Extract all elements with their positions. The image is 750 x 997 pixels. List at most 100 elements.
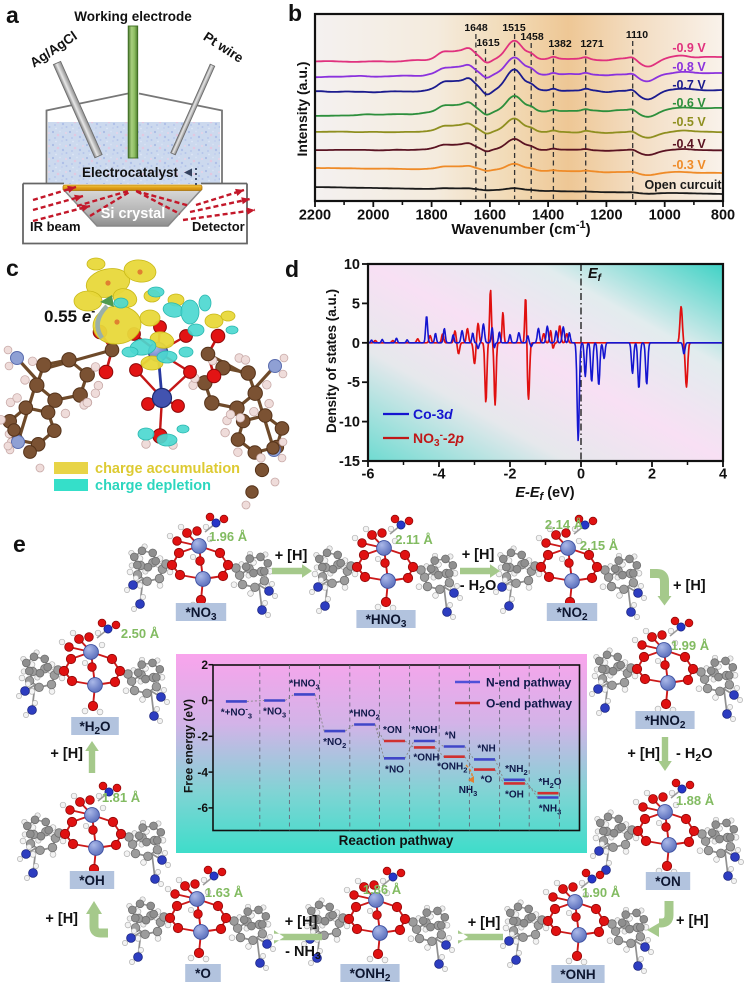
svg-text:2.50 Å: 2.50 Å bbox=[121, 626, 160, 641]
svg-text:4: 4 bbox=[719, 467, 727, 483]
svg-text:Ag/AgCl: Ag/AgCl bbox=[27, 28, 80, 70]
svg-text:0: 0 bbox=[577, 467, 585, 483]
svg-text:2200: 2200 bbox=[299, 208, 331, 224]
svg-text:E-Ef (eV): E-Ef (eV) bbox=[515, 485, 574, 503]
svg-text:e: e bbox=[13, 531, 26, 557]
svg-text:1600: 1600 bbox=[474, 208, 506, 224]
svg-text:*NO: *NO bbox=[385, 764, 404, 775]
svg-text:2000: 2000 bbox=[357, 208, 389, 224]
svg-text:*NH2: *NH2 bbox=[505, 764, 528, 777]
svg-text:2.14 Å: 2.14 Å bbox=[545, 517, 584, 532]
svg-text:*NO3: *NO3 bbox=[263, 707, 286, 720]
svg-text:Co-3d: Co-3d bbox=[413, 406, 453, 422]
svg-text:1515: 1515 bbox=[502, 22, 526, 34]
svg-text:NH3: NH3 bbox=[459, 785, 478, 798]
svg-text:-10: -10 bbox=[339, 415, 360, 431]
svg-text:Si crystal: Si crystal bbox=[101, 206, 166, 222]
svg-text:Intensity (a.u.): Intensity (a.u.) bbox=[294, 62, 310, 157]
svg-text:+ [H]: + [H] bbox=[627, 746, 660, 762]
svg-text:-6: -6 bbox=[197, 801, 208, 815]
svg-text:+ [H]: + [H] bbox=[50, 746, 83, 762]
svg-text:-0.3 V: -0.3 V bbox=[672, 158, 706, 172]
svg-text:b: b bbox=[288, 0, 302, 26]
svg-text:Wavenumber (cm-1): Wavenumber (cm-1) bbox=[451, 219, 590, 238]
svg-text:2.11 Å: 2.11 Å bbox=[395, 532, 433, 547]
svg-text:+ [H]: + [H] bbox=[462, 547, 495, 563]
svg-text:-4: -4 bbox=[197, 765, 208, 779]
svg-text:*ONH: *ONH bbox=[560, 967, 595, 982]
svg-text:1110: 1110 bbox=[626, 29, 648, 41]
svg-text:1.81 Å: 1.81 Å bbox=[102, 790, 141, 805]
svg-text:0: 0 bbox=[352, 336, 360, 352]
svg-text:-6: -6 bbox=[362, 467, 375, 483]
svg-text:Open curcuit: Open curcuit bbox=[644, 178, 722, 192]
svg-text:IR beam: IR beam bbox=[30, 219, 81, 234]
svg-text:*N: *N bbox=[445, 731, 456, 742]
svg-text:*OH: *OH bbox=[505, 789, 524, 800]
svg-text:*OH: *OH bbox=[79, 873, 105, 888]
svg-text:*H2O: *H2O bbox=[538, 777, 561, 790]
svg-text:1.63 Å: 1.63 Å bbox=[205, 885, 244, 900]
svg-text:-2: -2 bbox=[197, 730, 208, 744]
svg-text:0.55 e-: 0.55 e- bbox=[44, 304, 95, 326]
svg-text:1.99 Å: 1.99 Å bbox=[671, 638, 710, 653]
svg-text:*H2O: *H2O bbox=[79, 719, 110, 737]
svg-text:*ONH: *ONH bbox=[413, 752, 439, 763]
svg-text:- H2O: - H2O bbox=[676, 746, 712, 764]
svg-text:-0.9 V: -0.9 V bbox=[672, 41, 706, 55]
svg-text:-15: -15 bbox=[339, 454, 360, 470]
svg-text:*HNO2: *HNO2 bbox=[645, 713, 686, 731]
svg-text:*NO3: *NO3 bbox=[185, 605, 217, 623]
svg-text:Free energy (eV): Free energy (eV) bbox=[182, 699, 196, 793]
svg-text:O-end pathway: O-end pathway bbox=[486, 697, 572, 711]
svg-text:1.88 Å: 1.88 Å bbox=[676, 793, 715, 808]
svg-text:-5: -5 bbox=[347, 375, 360, 391]
svg-text:+ [H]: + [H] bbox=[285, 914, 318, 930]
svg-text:1.90 Å: 1.90 Å bbox=[582, 885, 621, 900]
svg-text:1400: 1400 bbox=[532, 208, 564, 224]
svg-text:+ [H]: + [H] bbox=[45, 911, 78, 927]
svg-text:5: 5 bbox=[352, 296, 360, 312]
svg-text:*NH: *NH bbox=[477, 743, 495, 754]
svg-text:-0.5 V: -0.5 V bbox=[672, 115, 706, 129]
svg-text:1200: 1200 bbox=[590, 208, 622, 224]
svg-text:NO3--2p: NO3--2p bbox=[413, 430, 464, 450]
svg-text:d: d bbox=[285, 256, 299, 282]
svg-text:*ON: *ON bbox=[383, 725, 402, 736]
svg-text:*HNO2: *HNO2 bbox=[349, 709, 379, 722]
svg-text:800: 800 bbox=[711, 208, 735, 224]
svg-text:charge depletion: charge depletion bbox=[95, 478, 211, 494]
svg-text:+ [H]: + [H] bbox=[676, 913, 709, 929]
svg-text:*+NO-3: *+NO-3 bbox=[221, 704, 252, 720]
svg-text:c: c bbox=[6, 255, 19, 281]
svg-text:*O: *O bbox=[195, 966, 211, 981]
svg-text:*NH3: *NH3 bbox=[539, 804, 562, 817]
svg-text:-0.8 V: -0.8 V bbox=[672, 60, 706, 74]
svg-text:-0.7 V: -0.7 V bbox=[672, 78, 706, 92]
svg-text:*ONH2: *ONH2 bbox=[350, 966, 391, 984]
svg-text:Detector: Detector bbox=[192, 219, 245, 234]
svg-text:a: a bbox=[6, 2, 19, 28]
svg-text:N-end pathway: N-end pathway bbox=[486, 676, 572, 690]
svg-text:1800: 1800 bbox=[415, 208, 447, 224]
svg-text:-0.6 V: -0.6 V bbox=[672, 96, 706, 110]
svg-text:- H2O: - H2O bbox=[460, 578, 496, 596]
svg-text:+ [H]: + [H] bbox=[275, 548, 308, 564]
svg-text:1458: 1458 bbox=[520, 31, 544, 43]
svg-text:0: 0 bbox=[201, 694, 208, 708]
svg-text:1000: 1000 bbox=[649, 208, 681, 224]
svg-text:*NO2: *NO2 bbox=[556, 605, 588, 623]
svg-text:-2: -2 bbox=[504, 467, 517, 483]
svg-text:+ [H]: + [H] bbox=[673, 578, 706, 594]
svg-text:1.86 Å: 1.86 Å bbox=[363, 882, 402, 897]
svg-text:charge accumulation: charge accumulation bbox=[95, 461, 240, 477]
svg-text:2: 2 bbox=[201, 658, 208, 672]
svg-text:-4: -4 bbox=[433, 467, 446, 483]
svg-text:1615: 1615 bbox=[476, 37, 500, 49]
svg-text:1271: 1271 bbox=[580, 38, 604, 50]
svg-text:*O: *O bbox=[481, 775, 493, 786]
svg-text:2: 2 bbox=[648, 467, 656, 483]
svg-text:+ [H]: + [H] bbox=[468, 915, 501, 931]
svg-text:- NH3: - NH3 bbox=[285, 944, 321, 962]
svg-text:1382: 1382 bbox=[548, 38, 572, 50]
